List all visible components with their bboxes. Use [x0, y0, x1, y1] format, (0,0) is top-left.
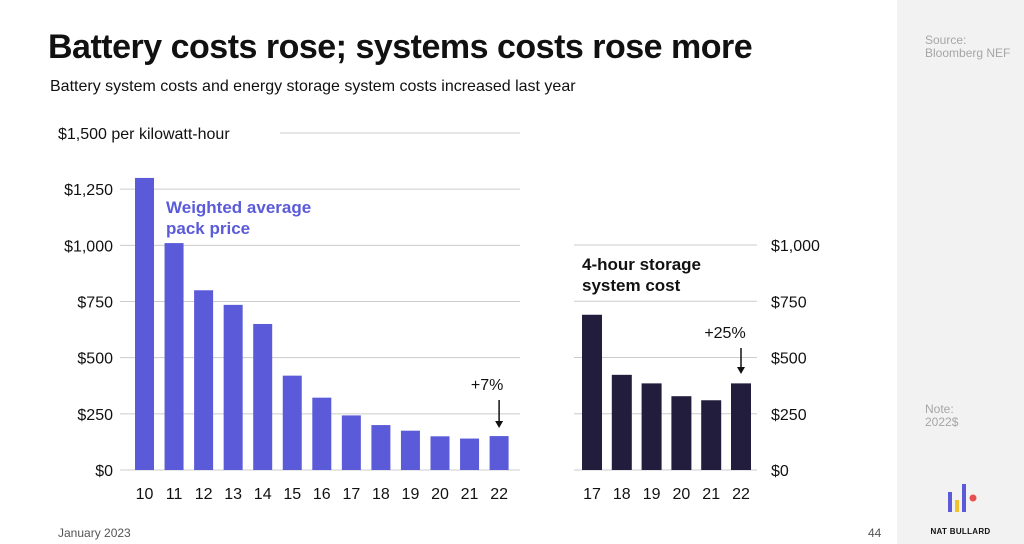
y-tick-label: $750 [77, 295, 113, 312]
bar [253, 323, 273, 470]
bar [223, 304, 243, 470]
slide-title: Battery costs rose; systems costs rose m… [48, 28, 753, 66]
logo-bar [962, 484, 966, 512]
x-tick-label: 17 [342, 486, 360, 503]
change-annotation: +25% [704, 325, 745, 342]
bar [400, 430, 420, 470]
y-tick-label: $500 [77, 351, 113, 368]
change-annotation: +7% [471, 377, 503, 394]
series-label: Weighted average [166, 198, 311, 217]
x-tick-label: 20 [673, 486, 691, 503]
bar [671, 396, 692, 470]
y-tick-label: $0 [95, 463, 113, 480]
logo-text: NAT BULLARD [930, 527, 991, 536]
bar [641, 383, 662, 470]
series-label: pack price [166, 219, 250, 238]
annotation-arrowhead [737, 367, 745, 374]
y-tick-label: $750 [771, 294, 807, 311]
y-tick-label: $1,250 [64, 182, 113, 199]
bar [371, 425, 391, 470]
chart-area: $1,500 per kilowatt-hour $0 $250 $500 $750 $1… [58, 126, 820, 503]
system-cost-chart: $0 $250 $500 $750 $1,000 17 18 19 20 21 22 4-hour s… [574, 238, 820, 503]
source-name: Bloomberg NEF [925, 46, 1011, 60]
y-tick-label: $0 [771, 463, 789, 480]
x-tick-label: 19 [402, 486, 420, 503]
x-tick-label: 11 [166, 486, 183, 503]
source-label: Source: [925, 33, 967, 47]
x-tick-label: 16 [313, 486, 331, 503]
bar [582, 314, 602, 470]
x-tick-label: 22 [732, 486, 750, 503]
series-label: system cost [582, 276, 681, 295]
x-tick-label: 12 [195, 486, 213, 503]
page-number: 44 [868, 526, 882, 540]
x-tick-label: 10 [136, 486, 154, 503]
bar [460, 438, 480, 470]
bar [135, 177, 154, 470]
x-tick-label: 13 [224, 486, 242, 503]
x-tick-label: 21 [461, 486, 479, 503]
top-axis-label: $1,500 per kilowatt-hour [58, 126, 230, 143]
logo-bar [955, 500, 959, 512]
bar [194, 290, 214, 470]
series-label: 4-hour storage [582, 255, 701, 274]
x-tick-label: 22 [490, 486, 508, 503]
y-tick-label: $1,000 [64, 238, 113, 255]
x-tick-label: 17 [583, 486, 601, 503]
x-tick-label: 19 [643, 486, 661, 503]
x-tick-label: 20 [431, 486, 449, 503]
bar [341, 415, 361, 470]
x-tick-label: 14 [254, 486, 272, 503]
y-tick-label: $1,000 [771, 238, 820, 255]
bar [611, 374, 632, 470]
source-note: Source: Bloomberg NEF [925, 34, 1015, 60]
y-tick-label: $250 [771, 407, 807, 424]
bar [312, 397, 332, 470]
x-tick-label: 18 [613, 486, 631, 503]
bar [731, 383, 751, 470]
logo-icon [948, 484, 977, 512]
x-tick-label: 21 [702, 486, 720, 503]
bar [701, 400, 722, 470]
bar [430, 436, 450, 470]
slide-subtitle: Battery system costs and energy storage … [50, 78, 576, 95]
y-tick-label: $500 [771, 351, 807, 368]
pack-price-chart: $1,500 per kilowatt-hour $0 $250 $500 $750 $1… [58, 126, 520, 503]
bar [164, 243, 184, 470]
sidebar: Source: Bloomberg NEF Note: 2022$ NAT BU… [897, 0, 1024, 544]
units-note: Note: 2022$ [925, 403, 1015, 429]
note-label: Note: [925, 402, 954, 416]
x-tick-label: 15 [283, 486, 301, 503]
bar [489, 436, 509, 470]
y-tick-label: $250 [77, 407, 113, 424]
logo-dot [969, 494, 977, 502]
note-text: 2022$ [925, 415, 959, 429]
footer-date: January 2023 [58, 526, 131, 540]
bar [282, 375, 302, 470]
x-tick-label: 18 [372, 486, 390, 503]
annotation-arrowhead [495, 421, 504, 428]
logo-bar [948, 492, 952, 512]
